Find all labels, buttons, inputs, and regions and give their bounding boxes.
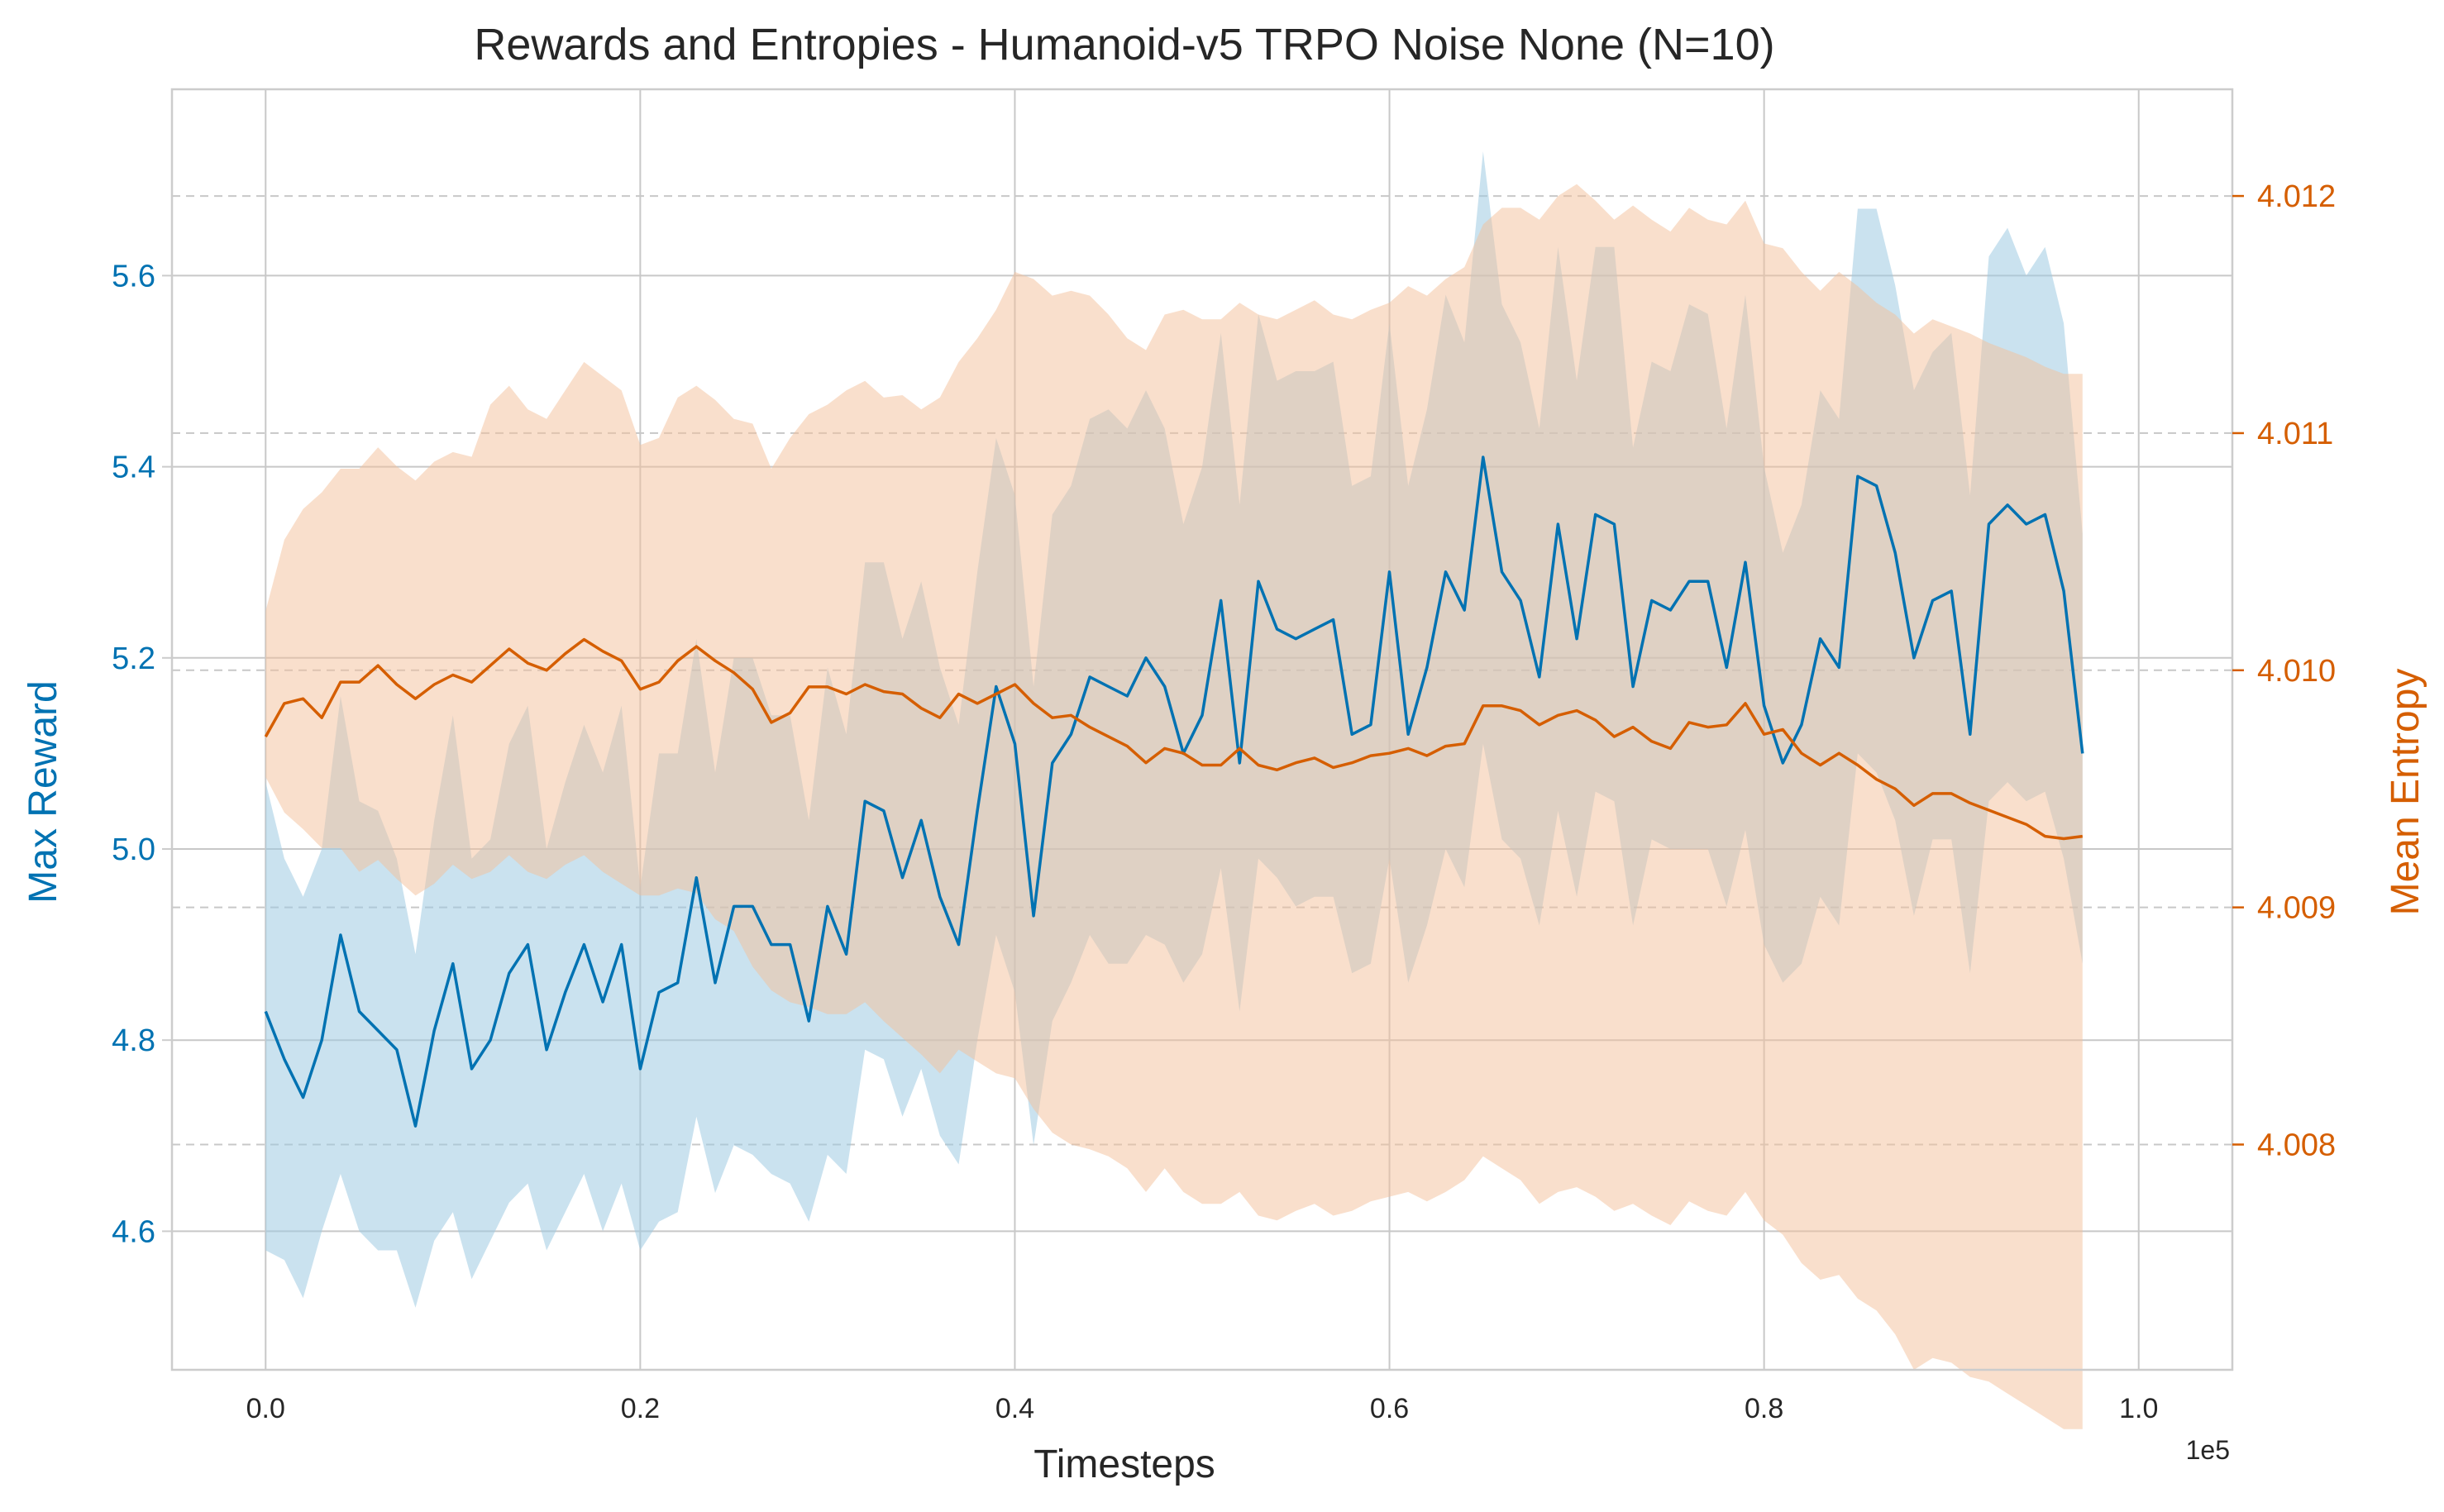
confidence-bands xyxy=(265,151,2083,1429)
right-axis-label: Mean Entropy xyxy=(2384,669,2427,916)
axes: 0.0 0.2 0.4 0.6 0.8 1.0 4.6 4.8 5.0 5.2 5.4 5.6 4.00… xyxy=(112,88,2336,1424)
x-tick-label: 0.6 xyxy=(1370,1393,1409,1424)
left-tick-label: 5.4 xyxy=(112,451,155,485)
x-tick-label: 0.0 xyxy=(246,1393,285,1424)
left-tick-label: 5.0 xyxy=(112,832,155,867)
entropy-series-line xyxy=(264,637,2084,841)
plot-frame xyxy=(170,88,2234,1371)
right-tick-label: 4.008 xyxy=(2257,1128,2336,1162)
x-axis-offset-label: 1e5 xyxy=(2186,1435,2230,1465)
series-lines xyxy=(264,456,2084,1128)
right-tick-label: 4.012 xyxy=(2257,179,2336,214)
x-tick-label: 0.2 xyxy=(621,1393,660,1424)
chart-title: Rewards and Entropies - Humanoid-v5 TRPO… xyxy=(474,20,1774,69)
left-tick-label: 5.2 xyxy=(112,642,155,676)
left-axis-label: Max Reward xyxy=(21,680,65,903)
reward-series-line xyxy=(264,456,2084,1128)
right-tick-label: 4.011 xyxy=(2257,417,2333,451)
left-tick-label: 4.8 xyxy=(112,1023,155,1058)
right-tick-label: 4.009 xyxy=(2257,891,2336,926)
x-tick-label: 0.4 xyxy=(995,1393,1034,1424)
x-tick-label: 1.0 xyxy=(2119,1393,2158,1424)
x-axis-label: Timesteps xyxy=(1033,1443,1215,1486)
entropy-confidence-band xyxy=(265,184,2083,1429)
left-tick-label: 4.6 xyxy=(112,1214,155,1249)
left-tick-label: 5.6 xyxy=(112,259,155,293)
right-tick-label: 4.010 xyxy=(2257,654,2336,689)
x-tick-label: 0.8 xyxy=(1745,1393,1783,1424)
